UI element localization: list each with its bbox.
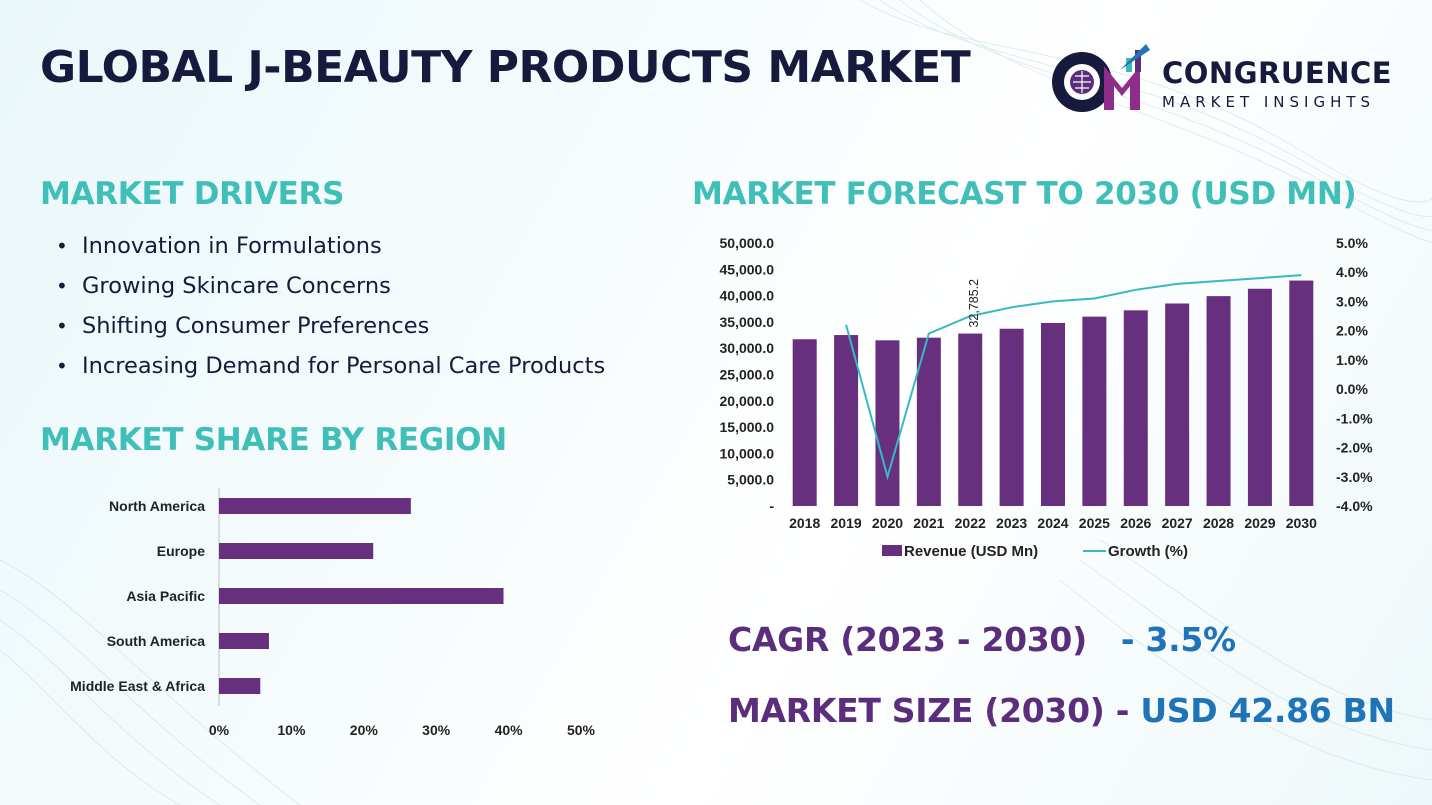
left-y-tick: 30,000.0 <box>720 340 775 356</box>
region-category-label: South America <box>107 633 205 649</box>
region-x-tick: 20% <box>350 722 379 738</box>
logo-name: CONGRUENCE <box>1162 56 1393 90</box>
revenue-bar <box>958 333 983 506</box>
revenue-bar <box>834 335 859 506</box>
x-tick-label: 2030 <box>1286 515 1317 531</box>
revenue-bar <box>916 337 941 506</box>
bullet-icon: • <box>56 274 68 298</box>
driver-text: Shifting Consumer Preferences <box>82 313 430 339</box>
revenue-bar <box>1082 316 1107 506</box>
right-y-tick: -4.0% <box>1336 498 1373 514</box>
market-size-value: USD 42.86 BN <box>1140 691 1395 730</box>
left-y-tick: 20,000.0 <box>720 393 775 409</box>
x-tick-label: 2019 <box>830 515 861 531</box>
bullet-icon: • <box>56 234 68 258</box>
right-y-tick: -2.0% <box>1336 440 1373 456</box>
drivers-heading: MARKET DRIVERS <box>40 176 345 212</box>
region-heading: MARKET SHARE BY REGION <box>40 422 507 458</box>
revenue-bar <box>1289 280 1314 506</box>
page-title: GLOBAL J-BEAUTY PRODUCTS MARKET <box>40 42 971 93</box>
x-tick-label: 2027 <box>1162 515 1193 531</box>
region-x-tick: 0% <box>209 722 230 738</box>
bullet-icon: • <box>56 314 68 338</box>
revenue-bar <box>1123 310 1148 506</box>
left-y-tick: 50,000.0 <box>720 235 775 251</box>
region-x-tick: 30% <box>422 722 451 738</box>
region-bar <box>219 633 269 649</box>
x-tick-label: 2025 <box>1079 515 1110 531</box>
cagr-stat: CAGR (2023 - 2030) - 3.5% <box>728 620 1236 659</box>
x-tick-label: 2028 <box>1203 515 1234 531</box>
x-tick-label: 2022 <box>955 515 986 531</box>
cagr-label: CAGR (2023 - 2030) <box>728 620 1087 659</box>
legend-label-growth: Growth (%) <box>1108 543 1188 560</box>
revenue-bar <box>792 339 817 506</box>
revenue-bar <box>1206 296 1231 506</box>
driver-item: • Growing Skincare Concerns <box>56 270 605 310</box>
left-y-tick: 25,000.0 <box>720 367 775 383</box>
left-y-tick: 35,000.0 <box>720 314 775 330</box>
revenue-data-label: 32,785.2 <box>967 279 981 328</box>
driver-item: • Innovation in Formulations <box>56 230 605 270</box>
left-y-tick: - <box>769 498 774 514</box>
revenue-bar <box>1165 303 1190 506</box>
right-y-tick: 2.0% <box>1336 323 1368 339</box>
region-x-tick: 10% <box>277 722 306 738</box>
region-category-label: Europe <box>157 543 205 559</box>
right-y-tick: -1.0% <box>1336 410 1373 426</box>
growth-line <box>845 274 1302 481</box>
x-tick-label: 2026 <box>1120 515 1151 531</box>
bullet-icon: • <box>56 354 68 378</box>
drivers-list: • Innovation in Formulations • Growing Ski… <box>56 230 605 390</box>
x-tick-label: 2018 <box>789 515 820 531</box>
driver-text: Growing Skincare Concerns <box>82 273 391 299</box>
right-y-tick: 4.0% <box>1336 264 1368 280</box>
market-size-stat: MARKET SIZE (2030) - USD 42.86 BN <box>728 691 1395 730</box>
right-y-tick: 3.0% <box>1336 293 1368 309</box>
right-y-tick: -3.0% <box>1336 469 1373 485</box>
legend-swatch-revenue <box>882 545 902 556</box>
forecast-heading: MARKET FORECAST TO 2030 (USD MN) <box>692 176 1357 212</box>
driver-text: Innovation in Formulations <box>82 233 382 259</box>
left-y-tick: 5,000.0 <box>727 472 774 488</box>
region-bar <box>219 498 411 514</box>
region-x-tick: 40% <box>495 722 524 738</box>
legend-label-revenue: Revenue (USD Mn) <box>904 543 1038 560</box>
left-y-tick: 40,000.0 <box>720 288 775 304</box>
x-tick-label: 2023 <box>996 515 1027 531</box>
revenue-bar <box>875 340 900 506</box>
driver-item: • Shifting Consumer Preferences <box>56 310 605 350</box>
left-y-tick: 10,000.0 <box>720 445 775 461</box>
region-bar <box>219 678 261 694</box>
region-share-chart: North America Europe Asia Pacific South Ame… <box>70 488 596 738</box>
region-category-label: Asia Pacific <box>126 588 205 604</box>
logo-tagline: MARKET INSIGHTS <box>1162 93 1376 111</box>
market-size-label: MARKET SIZE (2030) - <box>728 691 1130 730</box>
x-tick-label: 2020 <box>872 515 903 531</box>
region-category-label: Middle East & Africa <box>70 678 205 694</box>
right-y-tick: 0.0% <box>1336 381 1368 397</box>
region-x-tick: 50% <box>567 722 596 738</box>
right-y-tick: 5.0% <box>1336 235 1368 251</box>
cagr-value: - 3.5% <box>1120 620 1236 659</box>
region-bar <box>219 588 504 604</box>
revenue-bar <box>1247 288 1272 506</box>
revenue-bar <box>999 328 1024 506</box>
region-category-label: North America <box>109 498 205 514</box>
congruence-logo <box>1052 44 1150 112</box>
x-tick-label: 2029 <box>1244 515 1275 531</box>
x-tick-label: 2021 <box>913 515 944 531</box>
driver-item: • Increasing Demand for Personal Care Pro… <box>56 350 605 390</box>
x-tick-label: 2024 <box>1037 515 1068 531</box>
left-y-tick: 15,000.0 <box>720 419 775 435</box>
region-bar <box>219 543 374 559</box>
forecast-chart: - 5,000.0 10,000.0 15,000.0 20,000.0 25,000.0… <box>720 235 1374 560</box>
left-y-tick: 45,000.0 <box>720 261 775 277</box>
driver-text: Increasing Demand for Personal Care Prod… <box>82 353 606 379</box>
revenue-bar <box>1041 322 1065 506</box>
right-y-tick: 1.0% <box>1336 352 1368 368</box>
